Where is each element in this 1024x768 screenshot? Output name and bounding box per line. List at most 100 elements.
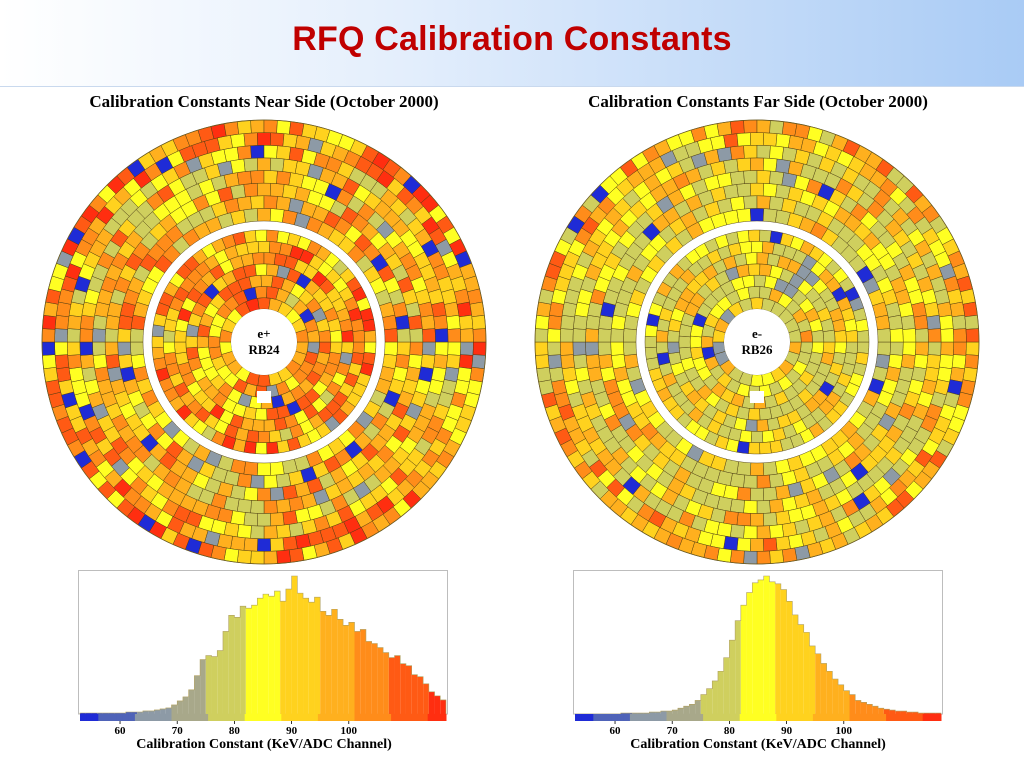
detector-cell bbox=[92, 314, 108, 330]
histogram-bar bbox=[97, 712, 103, 714]
detector-cell bbox=[43, 366, 59, 383]
detector-cell bbox=[729, 524, 745, 539]
detector-cell bbox=[243, 132, 258, 147]
detector-cell bbox=[547, 354, 563, 370]
color-scale-segment bbox=[202, 714, 209, 721]
color-scale-segment bbox=[776, 714, 783, 721]
histogram-bar bbox=[780, 589, 787, 714]
separator-ring bbox=[637, 222, 877, 462]
color-scale-segment bbox=[92, 714, 99, 721]
detector-cell bbox=[151, 335, 164, 349]
detector-cell bbox=[888, 354, 903, 370]
color-scale-segment bbox=[623, 714, 631, 721]
detector-cell bbox=[282, 535, 298, 551]
detector-cell bbox=[644, 324, 658, 338]
detector-cell bbox=[56, 366, 72, 383]
detector-cell bbox=[105, 314, 121, 330]
detector-cell bbox=[951, 314, 967, 330]
color-scale-segment bbox=[409, 714, 416, 721]
detector-cell bbox=[409, 341, 424, 356]
detector-cell bbox=[236, 473, 252, 488]
color-scale-segment bbox=[287, 714, 294, 721]
detector-cell bbox=[889, 328, 904, 343]
detector-cell bbox=[610, 328, 625, 343]
detector-cell bbox=[341, 341, 354, 354]
detector-cell bbox=[598, 354, 614, 370]
detector-cell bbox=[729, 120, 745, 135]
histogram-bar bbox=[245, 608, 252, 714]
detector-cell bbox=[775, 535, 791, 551]
histogram-bar bbox=[182, 696, 189, 714]
histogram-bar bbox=[758, 579, 764, 714]
color-scale-segment bbox=[721, 714, 728, 721]
color-scale-segment bbox=[599, 714, 606, 721]
detector-cell bbox=[743, 474, 758, 489]
x-tick-label: 100 bbox=[836, 725, 853, 734]
detector-cell bbox=[927, 328, 942, 343]
detector-cell bbox=[889, 341, 904, 356]
detector-cell bbox=[257, 157, 271, 171]
disk-outline bbox=[534, 119, 980, 565]
detector-cell bbox=[329, 341, 343, 355]
detector-cell bbox=[843, 318, 858, 332]
center-label-line-1: e- bbox=[752, 326, 762, 341]
color-scale-segment bbox=[825, 714, 832, 721]
detector-cell bbox=[856, 341, 870, 354]
histogram-bar bbox=[400, 663, 406, 714]
detector-cell bbox=[266, 407, 280, 421]
color-scale-segment bbox=[159, 714, 166, 721]
detector-cell bbox=[276, 439, 291, 454]
detector-cell bbox=[534, 341, 549, 356]
color-scale-segment bbox=[250, 714, 258, 721]
detector-cell bbox=[748, 442, 761, 455]
histogram-bar bbox=[803, 632, 810, 714]
gap-square bbox=[750, 391, 764, 403]
detector-cell bbox=[434, 328, 449, 343]
histogram-bar bbox=[108, 712, 115, 714]
detector-cell bbox=[927, 341, 942, 356]
detector-cell bbox=[756, 500, 771, 514]
detector-cell bbox=[257, 297, 271, 310]
detector-cell bbox=[458, 354, 474, 370]
color-scale-segment bbox=[922, 714, 930, 721]
detector-cell bbox=[306, 329, 320, 343]
detector-cell bbox=[723, 510, 739, 526]
detector-cell bbox=[572, 341, 587, 356]
color-scale-segment bbox=[660, 714, 667, 721]
histogram-bar bbox=[308, 602, 315, 714]
detector-cell bbox=[877, 328, 891, 343]
histogram-bar bbox=[809, 645, 816, 714]
histogram-bar bbox=[251, 605, 258, 714]
color-scale-segment bbox=[739, 714, 747, 721]
detector-cell bbox=[252, 252, 265, 265]
color-scale-segment bbox=[269, 714, 276, 721]
histogram-bar bbox=[912, 712, 919, 714]
color-scale-bar bbox=[80, 714, 447, 721]
detector-cell bbox=[781, 547, 798, 563]
histogram-bar bbox=[320, 611, 326, 714]
detector-cell bbox=[270, 157, 285, 172]
detector-cell bbox=[270, 512, 285, 527]
histogram-bar bbox=[712, 680, 718, 714]
histogram-bar bbox=[131, 711, 138, 714]
detector-cell bbox=[761, 429, 775, 443]
detector-cell bbox=[729, 196, 745, 211]
detector-cell bbox=[716, 146, 733, 162]
histogram-bar bbox=[394, 655, 401, 714]
histogram-bar bbox=[935, 713, 941, 714]
histogram-bar bbox=[820, 663, 827, 714]
detector-cell bbox=[223, 121, 240, 137]
detector-cell bbox=[56, 301, 72, 318]
detector-cell bbox=[456, 366, 472, 383]
detector-cell bbox=[268, 429, 282, 443]
detector-cell bbox=[117, 328, 132, 343]
detector-cell bbox=[623, 353, 639, 370]
detector-cell bbox=[54, 314, 70, 330]
detector-cell bbox=[769, 145, 785, 160]
histogram-bar bbox=[331, 609, 338, 714]
detector-cell bbox=[762, 208, 778, 223]
histogram-bar bbox=[729, 640, 736, 714]
detector-cell bbox=[250, 145, 265, 159]
detector-cell bbox=[105, 354, 121, 370]
histogram-bar bbox=[918, 713, 924, 714]
